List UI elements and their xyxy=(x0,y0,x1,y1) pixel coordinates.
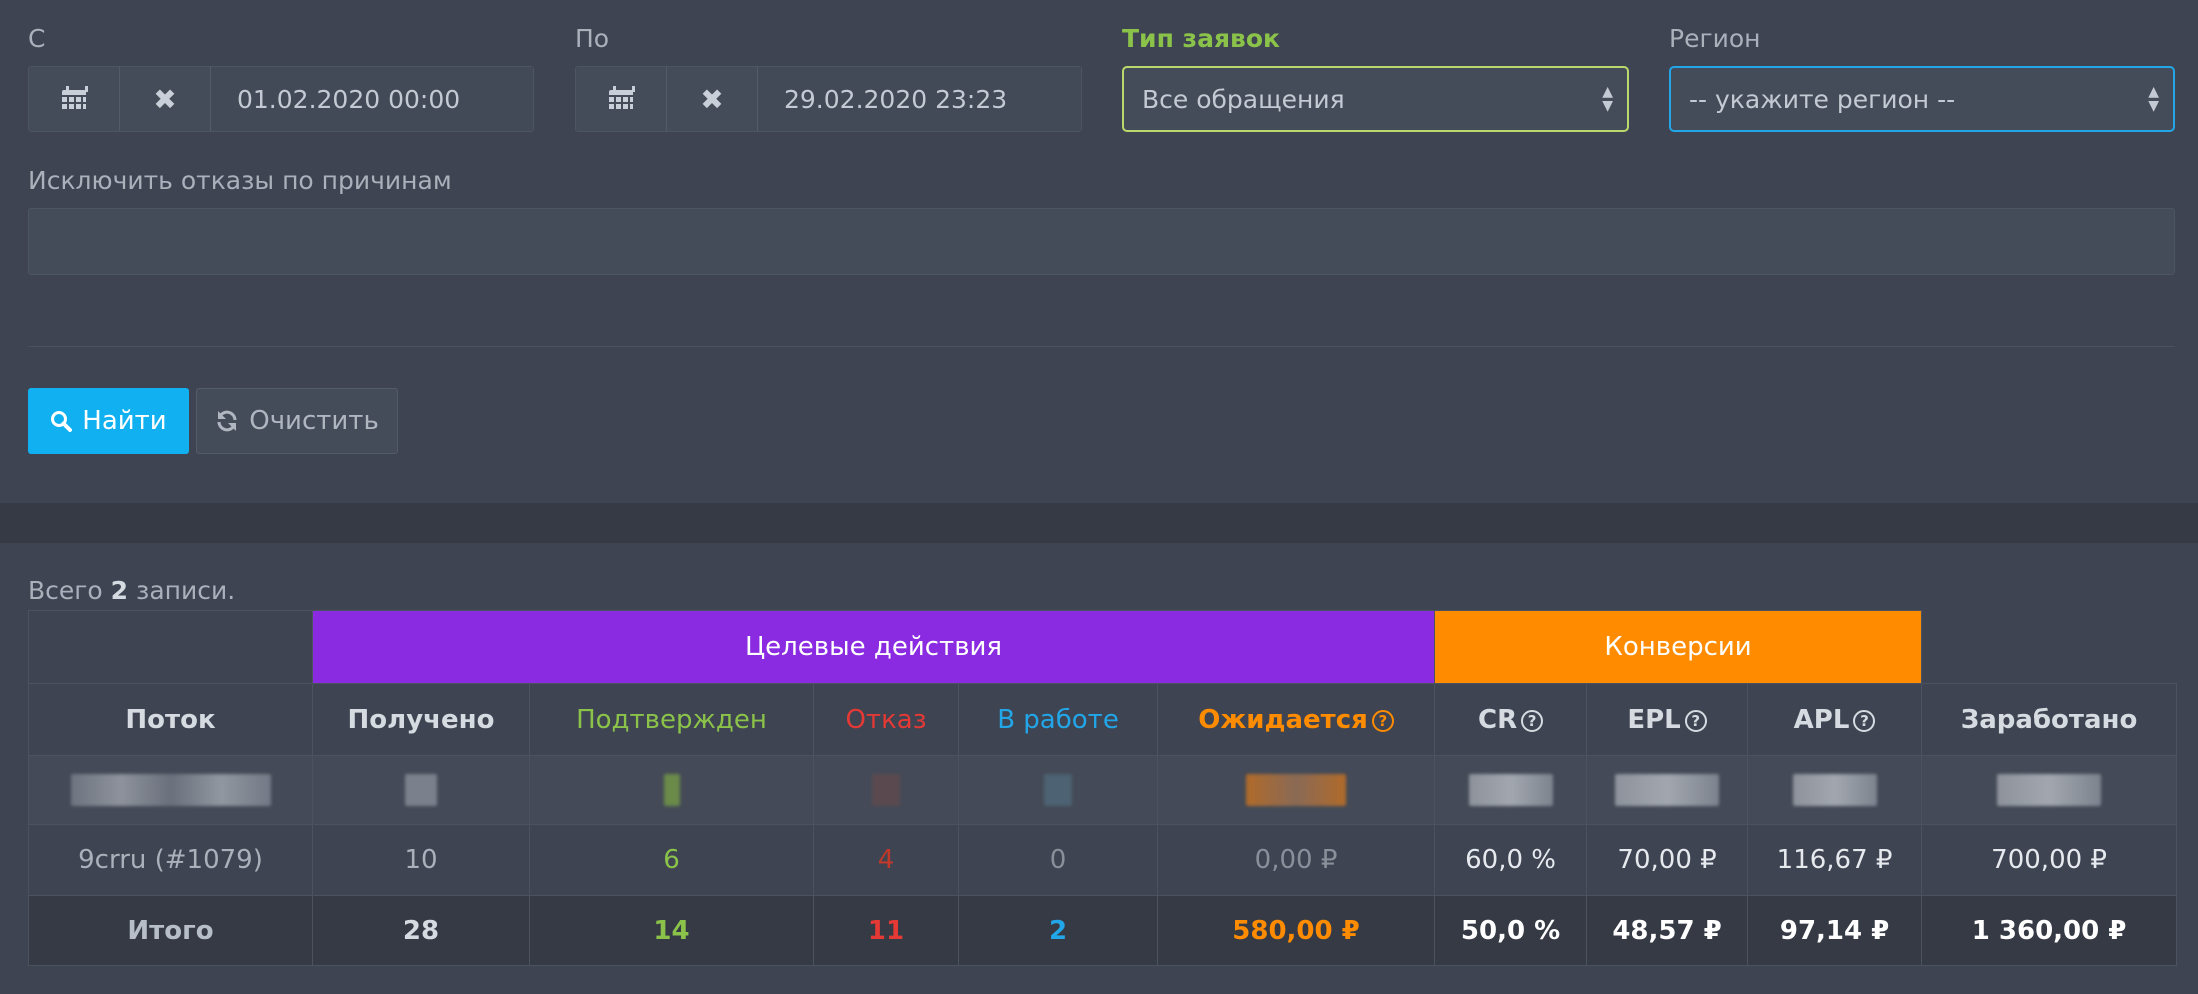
cell-epl: 70,00 ₽ xyxy=(1586,824,1749,896)
stats-table: Целевые действия Конверсии Поток Получен… xyxy=(28,610,2178,966)
col-header-epl[interactable]: EPL? xyxy=(1586,683,1749,756)
col-header-in-work[interactable]: В работе xyxy=(958,683,1158,756)
from-clear-button[interactable]: ✖ xyxy=(120,67,211,131)
region-select[interactable]: -- укажите регион -- ▲ ▼ xyxy=(1669,66,2175,132)
cell-expected: 0,00 ₽ xyxy=(1156,824,1436,896)
total-earned: 1 360,00 ₽ xyxy=(1921,895,2178,966)
col-header-expected[interactable]: Ожидается? xyxy=(1156,683,1436,756)
redacted-block xyxy=(1792,774,1877,806)
group-header-targets: Целевые действия xyxy=(311,610,1436,684)
to-label: По xyxy=(575,24,610,53)
to-calendar-button[interactable] xyxy=(576,67,667,131)
total-apl: 97,14 ₽ xyxy=(1747,895,1923,966)
select-arrows-icon: ▲ ▼ xyxy=(2148,84,2159,114)
cell-cr: 60,0 % xyxy=(1434,824,1588,896)
help-icon[interactable]: ? xyxy=(1684,709,1707,732)
total-confirmed: 14 xyxy=(529,895,814,966)
find-button-label: Найти xyxy=(82,406,167,436)
col-header-confirmed[interactable]: Подтвержден xyxy=(529,683,814,756)
redacted-block xyxy=(872,774,900,806)
redacted-block xyxy=(1615,774,1720,806)
table-row-redacted xyxy=(28,755,2178,825)
total-epl: 48,57 ₽ xyxy=(1586,895,1749,966)
col-header-refused[interactable]: Отказ xyxy=(813,683,959,756)
to-date-group: ✖ 29.02.2020 23:23 xyxy=(575,66,1082,132)
cell-in-work: 0 xyxy=(958,824,1158,896)
clear-button[interactable]: Очистить xyxy=(196,388,398,454)
table-row: 9crru (#1079) 10 6 4 0 0,00 ₽ 60,0 % 70,… xyxy=(28,824,2178,896)
calendar-icon xyxy=(608,86,635,112)
redacted-block xyxy=(405,774,437,806)
from-date-input[interactable]: 01.02.2020 00:00 xyxy=(211,67,533,131)
records-count: 2 xyxy=(110,576,129,605)
divider xyxy=(28,346,2175,347)
total-expected: 580,00 ₽ xyxy=(1156,895,1436,966)
exclude-reasons-input[interactable] xyxy=(28,208,2175,275)
redacted-block xyxy=(1246,774,1347,806)
redacted-block xyxy=(70,774,271,806)
to-date-input[interactable]: 29.02.2020 23:23 xyxy=(758,67,1081,131)
col-header-earned[interactable]: Заработано xyxy=(1921,683,2178,756)
table-total-row: Итого 28 14 11 2 580,00 ₽ 50,0 % 48,57 ₽… xyxy=(28,895,2178,966)
total-refused: 11 xyxy=(813,895,959,966)
total-received: 28 xyxy=(312,895,530,966)
refresh-icon xyxy=(217,410,237,432)
from-calendar-button[interactable] xyxy=(29,67,120,131)
group-header-conversions: Конверсии xyxy=(1434,610,1923,684)
redacted-block xyxy=(1468,774,1553,806)
records-summary: Всего 2 записи. xyxy=(28,576,236,605)
total-cr: 50,0 % xyxy=(1434,895,1588,966)
help-icon[interactable]: ? xyxy=(1521,709,1544,732)
section-separator xyxy=(0,503,2198,543)
col-header-received[interactable]: Получено xyxy=(312,683,530,756)
total-label: Итого xyxy=(28,895,313,966)
exclude-reasons-label: Исключить отказы по причинам xyxy=(28,166,452,195)
select-arrows-icon: ▲ ▼ xyxy=(1602,84,1613,114)
cell-apl: 116,67 ₽ xyxy=(1747,824,1923,896)
total-in-work: 2 xyxy=(958,895,1158,966)
request-type-value: Все обращения xyxy=(1142,84,1345,114)
col-header-apl[interactable]: APL? xyxy=(1747,683,1923,756)
calendar-icon xyxy=(61,86,88,112)
cell-received: 10 xyxy=(312,824,530,896)
from-date-group: ✖ 01.02.2020 00:00 xyxy=(28,66,534,132)
clear-button-label: Очистить xyxy=(249,406,379,436)
find-button[interactable]: Найти xyxy=(28,388,189,454)
col-header-stream[interactable]: Поток xyxy=(28,683,313,756)
col-header-cr[interactable]: CR? xyxy=(1434,683,1588,756)
help-icon[interactable]: ? xyxy=(1853,709,1876,732)
group-header-empty xyxy=(28,610,313,684)
from-label: С xyxy=(28,24,46,53)
cell-confirmed: 6 xyxy=(529,824,814,896)
redacted-block xyxy=(1044,774,1072,806)
help-icon[interactable]: ? xyxy=(1371,709,1394,732)
request-type-label: Тип заявок xyxy=(1122,24,1280,53)
to-clear-button[interactable]: ✖ xyxy=(667,67,758,131)
redacted-block xyxy=(663,774,680,806)
cell-stream[interactable]: 9crru (#1079) xyxy=(28,824,313,896)
redacted-block xyxy=(1997,774,2102,806)
region-label: Регион xyxy=(1669,24,1761,53)
close-icon: ✖ xyxy=(153,82,177,116)
search-icon xyxy=(51,411,73,432)
close-icon: ✖ xyxy=(700,82,724,116)
request-type-select[interactable]: Все обращения ▲ ▼ xyxy=(1122,66,1629,132)
cell-earned: 700,00 ₽ xyxy=(1921,824,2178,896)
region-value: -- укажите регион -- xyxy=(1689,84,1956,114)
cell-refused: 4 xyxy=(813,824,959,896)
